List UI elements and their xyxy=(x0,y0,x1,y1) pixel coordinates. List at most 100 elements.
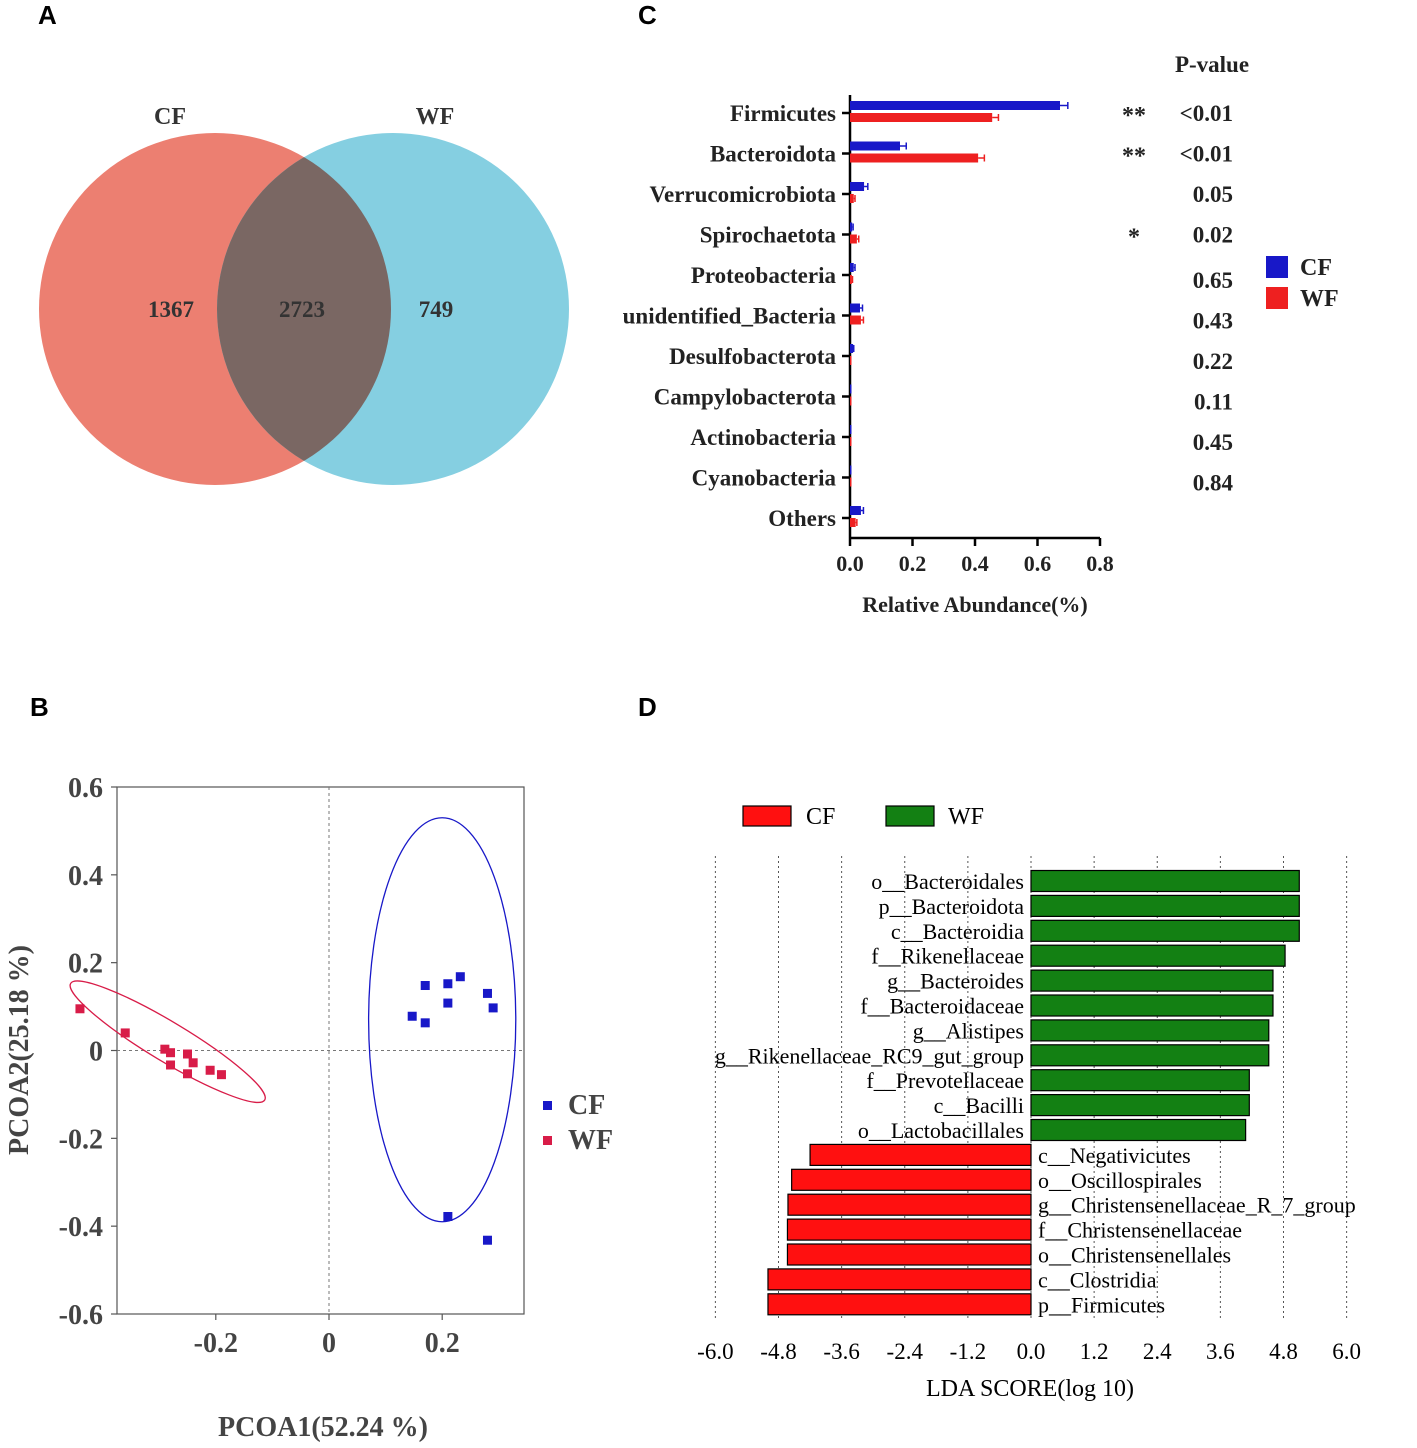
pcoa-point-cf xyxy=(408,1012,417,1021)
abundance-bar-wf xyxy=(850,194,854,203)
abundance-x-tick-label: 0.0 xyxy=(836,551,864,576)
abundance-legend-cf-marker xyxy=(1266,256,1288,278)
abundance-bar-cf xyxy=(850,385,852,394)
abundance-bar-wf xyxy=(850,235,857,244)
abundance-category-label: Bacteroidota xyxy=(710,142,837,167)
abundance-chart: P-value Firmicutes ** <0.01 Bacteroidota ** <… xyxy=(623,52,1339,617)
abundance-bar-cf xyxy=(850,466,852,475)
pcoa-point-wf xyxy=(166,1048,175,1057)
abundance-bar-wf xyxy=(850,478,852,487)
lda-feature-label: f__Bacteroidaceae xyxy=(860,994,1024,1019)
abundance-bar-cf xyxy=(850,182,864,191)
lda-x-tick-label: -1.2 xyxy=(950,1339,986,1364)
abundance-category-label: Cyanobacteria xyxy=(692,466,837,491)
abundance-pvalue: 0.22 xyxy=(1193,349,1233,374)
abundance-bar-wf xyxy=(850,356,852,365)
lda-feature-label: o__Lactobacillales xyxy=(858,1118,1024,1143)
pcoa-point-wf xyxy=(183,1050,192,1059)
abundance-pvalue: 0.05 xyxy=(1193,182,1233,207)
lda-feature-label: p__Firmicutes xyxy=(1038,1292,1165,1317)
abundance-significance: ** xyxy=(1122,144,1146,170)
pcoa-point-cf xyxy=(483,989,492,998)
lda-bar-wf xyxy=(1031,970,1273,991)
abundance-category-label: Others xyxy=(768,506,836,531)
pcoa-legend-wf-marker xyxy=(543,1136,552,1145)
abundance-bar-cf xyxy=(850,142,900,151)
lda-x-tick-label: 0.0 xyxy=(1017,1339,1046,1364)
abundance-category-label: Spirochaetota xyxy=(700,223,837,248)
lda-bar-cf xyxy=(787,1219,1031,1240)
panel-label-c: C xyxy=(638,0,657,30)
pcoa-point-wf xyxy=(189,1058,198,1067)
pcoa-legend: CF WF xyxy=(543,1090,613,1156)
lda-bar-wf xyxy=(1031,1045,1269,1066)
abundance-category-label: Campylobacterota xyxy=(654,385,837,410)
lda-bar-wf xyxy=(1031,1120,1246,1141)
abundance-category-label: Proteobacteria xyxy=(691,263,837,288)
pcoa-x-tick-label: 0.2 xyxy=(425,1328,460,1359)
abundance-x-tick-label: 0.2 xyxy=(899,551,927,576)
panel-label-d: D xyxy=(638,692,657,722)
venn-count-cf-only: 1367 xyxy=(148,297,194,322)
lda-x-tick-label: -2.4 xyxy=(887,1339,924,1364)
lda-feature-label: p__Bacteroidota xyxy=(879,894,1025,919)
pcoa-point-cf xyxy=(443,999,452,1008)
lda-feature-label: f__Christensenellaceae xyxy=(1038,1218,1242,1243)
lda-bar-wf xyxy=(1031,871,1299,892)
abundance-category-label: Verrucomicrobiota xyxy=(649,182,836,207)
pcoa-y-tick-label: 0.4 xyxy=(68,861,103,892)
pcoa-point-cf xyxy=(456,972,465,981)
pcoa-point-wf xyxy=(166,1060,175,1069)
abundance-significance: * xyxy=(1128,225,1140,251)
abundance-category-label: Actinobacteria xyxy=(690,425,836,450)
abundance-bar-cf xyxy=(850,425,852,434)
panel-label-b: B xyxy=(30,692,49,722)
lda-feature-label: c__Bacteroidia xyxy=(891,919,1024,944)
abundance-category-label: unidentified_Bacteria xyxy=(623,304,837,329)
lda-x-tick-label: 4.8 xyxy=(1269,1339,1298,1364)
abundance-x-tick-label: 0.8 xyxy=(1086,551,1114,576)
lda-legend: CF WF xyxy=(743,804,984,830)
pcoa-plot: 0.6 0.4 0.2 0 -0.2 -0.4 -0.6 -0.2 0 0.2 PCOA1(52… xyxy=(4,773,613,1443)
abundance-pvalue: 0.11 xyxy=(1194,390,1233,415)
lda-feature-label: g__Rikenellaceae_RC9_gut_group xyxy=(715,1043,1024,1068)
lda-feature-label: g__Bacteroides xyxy=(887,969,1024,994)
abundance-bar-wf xyxy=(850,397,852,406)
lda-x-tick-label: 3.6 xyxy=(1206,1339,1235,1364)
lda-bar-cf xyxy=(768,1269,1031,1290)
pcoa-point-wf xyxy=(121,1028,130,1037)
venn-label-cf: CF xyxy=(154,104,186,130)
pcoa-x-tick-label: -0.2 xyxy=(194,1328,238,1359)
abundance-pvalue: 0.02 xyxy=(1193,223,1233,248)
pcoa-y-tick-label: 0.6 xyxy=(68,773,103,804)
lda-legend-cf-label: CF xyxy=(806,804,835,830)
lda-feature-label: g__Christensenellaceae_R_7_group xyxy=(1038,1193,1356,1218)
abundance-bar-cf xyxy=(850,101,1060,110)
pcoa-y-tick-label: -0.6 xyxy=(59,1300,103,1331)
pcoa-legend-wf-label: WF xyxy=(568,1125,613,1156)
lda-feature-label: f__Prevotellaceae xyxy=(866,1068,1024,1093)
pcoa-ellipse-cf xyxy=(369,818,516,1222)
pcoa-point-cf xyxy=(443,1212,452,1221)
abundance-x-tick-label: 0.4 xyxy=(961,551,989,576)
pcoa-y-tick-label: -0.4 xyxy=(59,1212,103,1243)
pvalue-header: P-value xyxy=(1175,52,1249,77)
lda-bar-wf xyxy=(1031,995,1273,1016)
abundance-pvalue: 0.43 xyxy=(1193,309,1233,334)
pcoa-point-cf xyxy=(489,1003,498,1012)
lda-x-tick-label: 2.4 xyxy=(1143,1339,1172,1364)
abundance-bar-cf xyxy=(850,344,853,353)
lda-feature-label: c__Negativicutes xyxy=(1038,1143,1191,1168)
venn-label-wf: WF xyxy=(416,104,455,130)
lda-bar-cf xyxy=(810,1144,1031,1165)
pcoa-y-tick-label: 0 xyxy=(89,1037,103,1068)
pcoa-point-wf xyxy=(75,1004,84,1013)
abundance-x-tick-label: 0.6 xyxy=(1024,551,1052,576)
abundance-pvalue: 0.45 xyxy=(1193,430,1233,455)
pcoa-point-cf xyxy=(421,1018,430,1027)
abundance-bar-wf xyxy=(850,518,856,527)
lda-feature-label: g__Alistipes xyxy=(913,1018,1024,1043)
abundance-x-axis-title: Relative Abundance(%) xyxy=(862,592,1088,617)
lda-bar-wf xyxy=(1031,920,1299,941)
lda-bar-wf xyxy=(1031,945,1285,966)
